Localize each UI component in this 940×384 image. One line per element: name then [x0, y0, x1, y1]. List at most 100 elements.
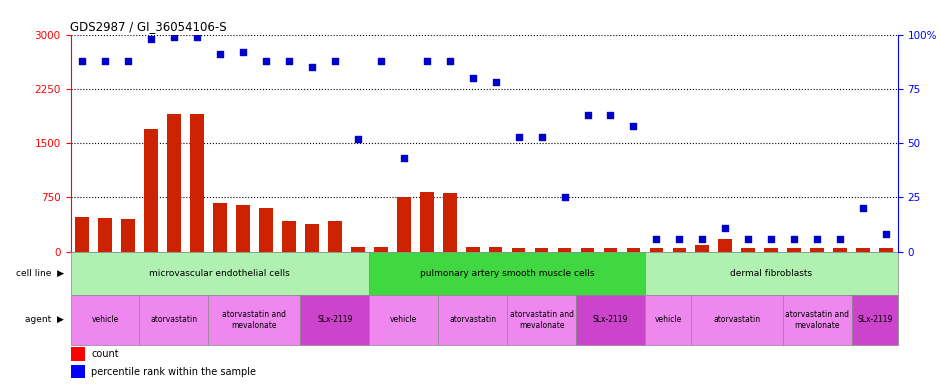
Point [258, 58, 274, 64]
Point [189, 34, 204, 40]
Bar [70, 295, 139, 344]
Point [534, 134, 549, 140]
Bar [535, 248, 548, 252]
Text: pulmonary artery smooth muscle cells: pulmonary artery smooth muscle cells [420, 269, 594, 278]
Point [120, 58, 135, 64]
Text: SLx-2119: SLx-2119 [857, 315, 892, 324]
Text: atorvastatin: atorvastatin [150, 315, 197, 324]
Text: atorvastatin and
mevalonate: atorvastatin and mevalonate [223, 310, 287, 329]
Text: dermal fibroblasts: dermal fibroblasts [730, 269, 812, 278]
Bar [438, 295, 507, 344]
Bar [507, 295, 576, 344]
Bar [70, 365, 86, 378]
Point [879, 231, 894, 237]
Text: SLx-2119: SLx-2119 [317, 315, 352, 324]
Point [98, 58, 113, 64]
Point [281, 58, 296, 64]
Point [741, 236, 756, 242]
Bar [70, 252, 369, 295]
Bar [650, 248, 664, 252]
Bar [374, 247, 387, 252]
Bar [783, 295, 852, 344]
Bar [856, 248, 870, 252]
Bar [465, 247, 479, 252]
Bar [75, 217, 89, 252]
Point [488, 79, 503, 85]
Bar [696, 245, 710, 252]
Point [305, 64, 320, 70]
Bar [369, 252, 645, 295]
Point [718, 225, 733, 231]
Text: vehicle: vehicle [91, 315, 118, 324]
Point [764, 236, 779, 242]
Text: count: count [91, 349, 118, 359]
Point [603, 112, 618, 118]
Point [373, 58, 388, 64]
Text: atorvastatin and
mevalonate: atorvastatin and mevalonate [785, 310, 849, 329]
Bar [351, 247, 365, 252]
Text: cell line  ▶: cell line ▶ [16, 269, 64, 278]
Bar [139, 295, 209, 344]
Bar [810, 248, 824, 252]
Bar [443, 193, 457, 252]
Point [351, 136, 366, 142]
Text: vehicle: vehicle [390, 315, 417, 324]
Point [580, 112, 595, 118]
Bar [645, 252, 898, 295]
Bar [397, 197, 411, 252]
Bar [788, 248, 801, 252]
Bar [300, 295, 369, 344]
Point [212, 51, 227, 57]
Bar [691, 295, 783, 344]
Bar [98, 218, 112, 252]
Point [465, 75, 480, 81]
Bar [511, 248, 525, 252]
Bar [742, 248, 755, 252]
Point [327, 58, 342, 64]
Point [833, 236, 848, 242]
Bar [645, 295, 691, 344]
Point [511, 134, 526, 140]
Point [557, 194, 572, 200]
Bar [328, 222, 341, 252]
Point [787, 236, 802, 242]
Point [166, 34, 181, 40]
Point [442, 58, 457, 64]
Bar [282, 222, 296, 252]
Bar [236, 205, 250, 252]
Bar [557, 248, 572, 252]
Point [649, 236, 664, 242]
Text: GDS2987 / GI_36054106-S: GDS2987 / GI_36054106-S [70, 20, 227, 33]
Bar [209, 295, 300, 344]
Bar [603, 248, 618, 252]
Bar [852, 295, 898, 344]
Bar [70, 347, 86, 361]
Bar [581, 248, 594, 252]
Text: vehicle: vehicle [654, 315, 682, 324]
Bar [144, 129, 158, 252]
Bar [420, 192, 433, 252]
Bar [121, 219, 134, 252]
Bar [834, 248, 847, 252]
Text: agent  ▶: agent ▶ [24, 315, 64, 324]
Bar [718, 240, 732, 252]
Bar [489, 247, 503, 252]
Bar [167, 114, 180, 252]
Bar [305, 224, 319, 252]
Bar [764, 248, 778, 252]
Point [419, 58, 434, 64]
Text: atorvastatin: atorvastatin [449, 315, 496, 324]
Point [626, 123, 641, 129]
Point [396, 155, 411, 161]
Text: SLx-2119: SLx-2119 [593, 315, 628, 324]
Point [144, 36, 159, 42]
Bar [190, 114, 204, 252]
Point [74, 58, 89, 64]
Point [695, 236, 710, 242]
Bar [627, 248, 640, 252]
Bar [369, 295, 438, 344]
Point [672, 236, 687, 242]
Text: microvascular endothelial cells: microvascular endothelial cells [149, 269, 290, 278]
Text: atorvastatin and
mevalonate: atorvastatin and mevalonate [509, 310, 573, 329]
Point [235, 49, 250, 55]
